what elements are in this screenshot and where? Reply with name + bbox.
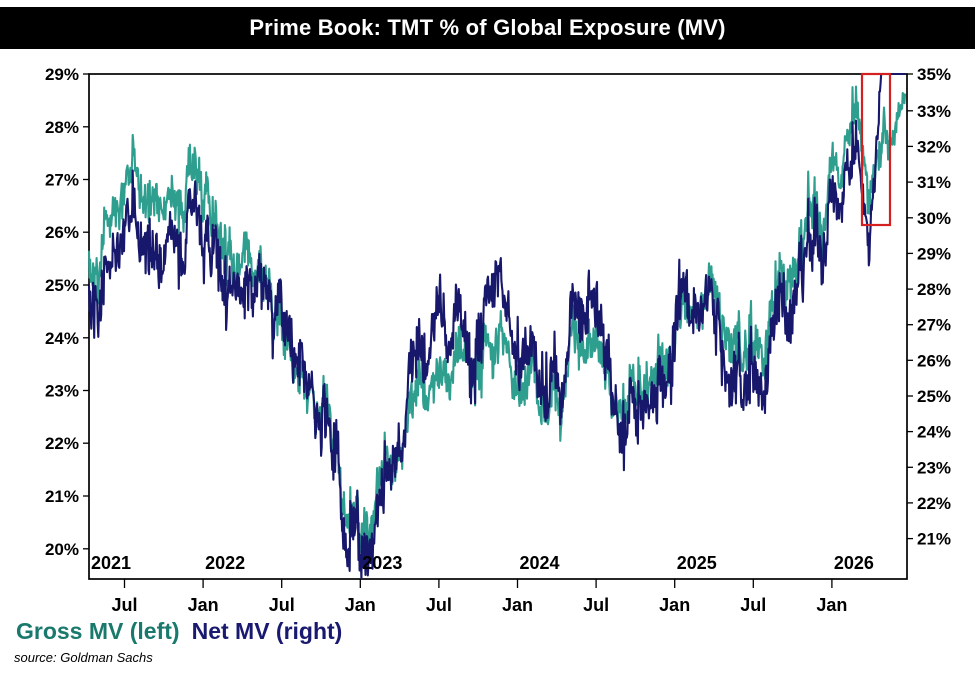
svg-text:2025: 2025 bbox=[677, 553, 717, 573]
svg-text:29%: 29% bbox=[45, 65, 79, 84]
svg-text:Jul: Jul bbox=[111, 595, 137, 615]
svg-text:35%: 35% bbox=[917, 65, 951, 84]
svg-text:22%: 22% bbox=[45, 434, 79, 453]
svg-text:2023: 2023 bbox=[362, 553, 402, 573]
svg-text:21%: 21% bbox=[917, 530, 951, 549]
svg-text:23%: 23% bbox=[45, 382, 79, 401]
svg-text:23%: 23% bbox=[917, 458, 951, 477]
svg-text:Jan: Jan bbox=[502, 595, 533, 615]
svg-text:24%: 24% bbox=[917, 423, 951, 442]
svg-text:Jan: Jan bbox=[188, 595, 219, 615]
svg-text:24%: 24% bbox=[45, 329, 79, 348]
svg-text:21%: 21% bbox=[45, 487, 79, 506]
svg-text:2024: 2024 bbox=[520, 553, 560, 573]
svg-text:Jan: Jan bbox=[345, 595, 376, 615]
svg-text:31%: 31% bbox=[917, 173, 951, 192]
svg-text:30%: 30% bbox=[917, 209, 951, 228]
svg-text:32%: 32% bbox=[917, 137, 951, 156]
svg-text:Jul: Jul bbox=[740, 595, 766, 615]
svg-text:Jan: Jan bbox=[659, 595, 690, 615]
svg-text:25%: 25% bbox=[917, 387, 951, 406]
svg-text:22%: 22% bbox=[917, 494, 951, 513]
svg-text:Jan: Jan bbox=[816, 595, 847, 615]
svg-text:28%: 28% bbox=[45, 118, 79, 137]
svg-text:Jul: Jul bbox=[269, 595, 295, 615]
svg-text:25%: 25% bbox=[45, 276, 79, 295]
svg-text:27%: 27% bbox=[45, 171, 79, 190]
svg-text:2026: 2026 bbox=[834, 553, 874, 573]
svg-text:26%: 26% bbox=[917, 351, 951, 370]
svg-text:20%: 20% bbox=[45, 540, 79, 559]
svg-text:26%: 26% bbox=[45, 223, 79, 242]
svg-text:28%: 28% bbox=[917, 280, 951, 299]
svg-text:33%: 33% bbox=[917, 102, 951, 121]
svg-text:2021: 2021 bbox=[91, 553, 131, 573]
svg-text:2022: 2022 bbox=[205, 553, 245, 573]
svg-text:29%: 29% bbox=[917, 244, 951, 263]
svg-text:Jul: Jul bbox=[426, 595, 452, 615]
svg-text:Jul: Jul bbox=[583, 595, 609, 615]
svg-text:27%: 27% bbox=[917, 316, 951, 335]
